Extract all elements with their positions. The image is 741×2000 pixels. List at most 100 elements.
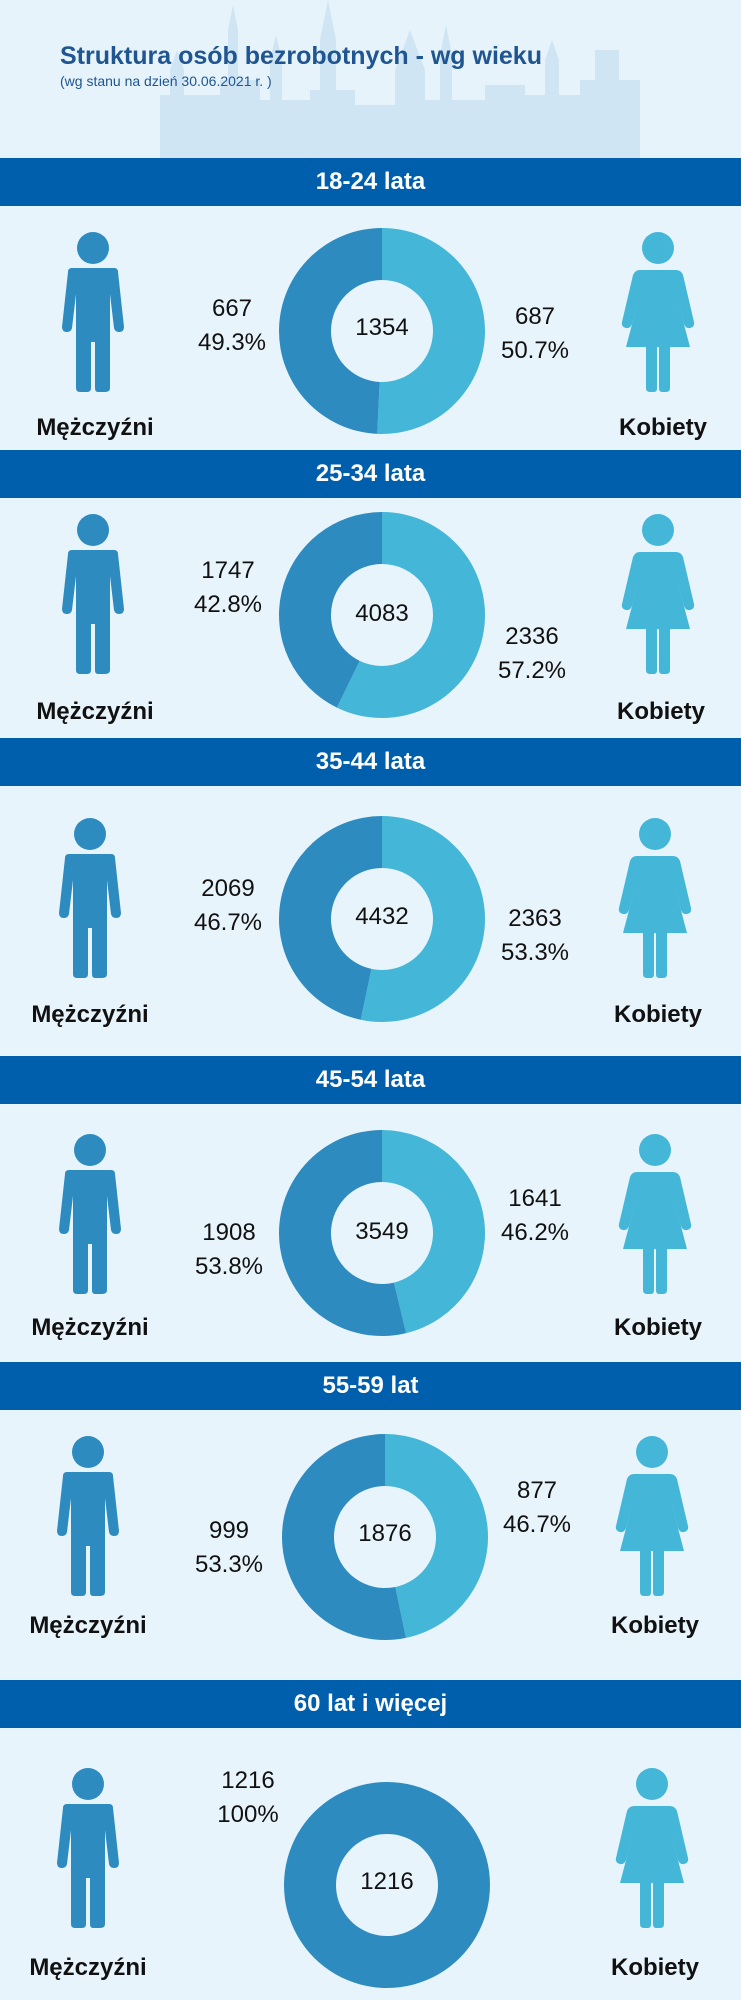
men-count: 667 [211,295,253,322]
women-label: Kobiety [613,1314,702,1341]
city-skyline-icon [160,0,640,158]
men-count: 999 [208,1517,250,1544]
man-icon [55,1134,125,1294]
women-label: Kobiety [613,1001,702,1028]
women-label: Kobiety [618,414,707,441]
age-group-band: 45-54 lata [0,1056,741,1104]
donut-slice-women [382,1130,485,1334]
donut-total: 1876 [358,1520,412,1547]
age-group-title: 55-59 lat [322,1372,419,1399]
age-group-band: 55-59 lat [0,1362,741,1410]
age-group-title: 60 lat i więcej [293,1690,448,1717]
men-value: 2069 46.7% [183,872,273,940]
donut-slice-women [360,816,485,1022]
header: Struktura osób bezrobotnych - wg wieku (… [0,0,741,158]
age-section: Mężczyźni 1216 100% 1216 Kobiety [0,1728,741,2000]
woman-icon [612,1436,692,1596]
donut-total: 3549 [355,1218,409,1245]
women-value: 2363 53.3% [490,902,580,970]
age-section: Mężczyźni 667 49.3% 1354 687 50.7% Kobiety [0,206,741,450]
donut-slice-men [279,228,382,434]
men-percent: 46.7% [193,909,263,936]
women-count: 877 [516,1477,558,1504]
donut-total: 4083 [355,600,409,627]
men-count: 1908 [202,1219,256,1246]
men-value: 667 49.3% [187,292,277,360]
donut-slice-men [279,512,382,708]
men-label: Mężczyźni [31,1001,149,1028]
woman-icon [615,818,695,978]
donut-total: 1354 [355,314,409,341]
page-title: Struktura osób bezrobotnych - wg wieku [60,42,542,70]
women-value: 1641 46.2% [490,1182,580,1250]
men-value: 1908 53.8% [184,1216,274,1284]
donut-chart [279,816,485,1022]
men-count: 2069 [201,875,255,902]
donut-total: 1216 [360,1868,414,1895]
men-label: Mężczyźni [36,414,154,441]
men-count: 1216 [221,1767,275,1794]
men-label: Mężczyźni [31,1314,149,1341]
women-percent: 57.2% [497,657,567,684]
women-percent: 46.7% [502,1511,572,1538]
donut-chart [279,512,486,718]
women-percent: 50.7% [500,337,570,364]
age-section: Mężczyźni 999 53.3% 1876 877 46.7% Kobiety [0,1410,741,1680]
age-group-title: 25-34 lata [315,460,426,487]
woman-icon [618,514,698,674]
women-count: 2336 [505,623,559,650]
age-group-title: 45-54 lata [315,1066,426,1093]
man-icon [55,818,125,978]
men-percent: 53.3% [194,1551,264,1578]
age-group-title: 18-24 lata [315,168,426,195]
men-value: 999 53.3% [184,1514,274,1582]
age-group-band: 18-24 lata [0,158,741,206]
men-percent: 53.8% [194,1253,264,1280]
men-percent: 42.8% [193,591,263,618]
women-count: 1641 [508,1185,562,1212]
donut-slice-men [279,816,382,1020]
page-subtitle: (wg stanu na dzień 30.06.2021 r. ) [60,73,272,89]
women-label: Kobiety [610,1954,699,1981]
donut-slice-men [281,1434,406,1640]
man-icon [58,514,128,674]
donut-chart [281,1434,488,1640]
men-label: Mężczyźni [36,698,154,725]
women-percent: 53.3% [500,939,570,966]
women-percent: 46.2% [500,1219,570,1246]
age-section: Mężczyźni 1908 53.8% 3549 1641 46.2% Kobie… [0,1104,741,1362]
women-count: 2363 [508,905,562,932]
man-icon [53,1768,123,1928]
women-value: 687 50.7% [490,300,580,368]
age-group-band: 60 lat i więcej [0,1680,741,1728]
woman-icon [615,1134,695,1294]
age-group-title: 35-44 lata [315,748,426,775]
men-percent: 100% [217,1801,279,1828]
man-icon [58,232,128,392]
donut-slice-men [283,1782,490,1988]
donut-chart [279,228,486,434]
donut-slice-women [385,1434,488,1638]
men-count: 1747 [201,557,255,584]
women-value: 2336 57.2% [487,620,577,688]
men-percent: 49.3% [197,329,267,356]
men-value: 1216 100% [203,1764,293,1832]
women-count: 687 [514,303,556,330]
age-group-band: 25-34 lata [0,450,741,498]
donut-chart [279,1130,485,1336]
woman-icon [612,1768,692,1928]
age-section: Mężczyźni 1747 42.8% 4083 2336 57.2% Kobie… [0,498,741,742]
women-value: 877 46.7% [492,1474,582,1542]
age-section: Mężczyźni 2069 46.7% 4432 2363 53.3% Kobie… [0,786,741,1056]
women-label: Kobiety [610,1612,699,1639]
donut-slice-women [336,512,486,718]
men-value: 1747 42.8% [183,554,273,622]
men-label: Mężczyźni [29,1954,147,1981]
donut-total: 4432 [355,903,409,930]
age-group-band: 35-44 lata [0,738,741,786]
donut-chart [283,1782,490,1988]
woman-icon [618,232,698,392]
donut-slice-women [377,228,486,434]
women-label: Kobiety [616,698,705,725]
donut-slice-men [279,1130,407,1336]
